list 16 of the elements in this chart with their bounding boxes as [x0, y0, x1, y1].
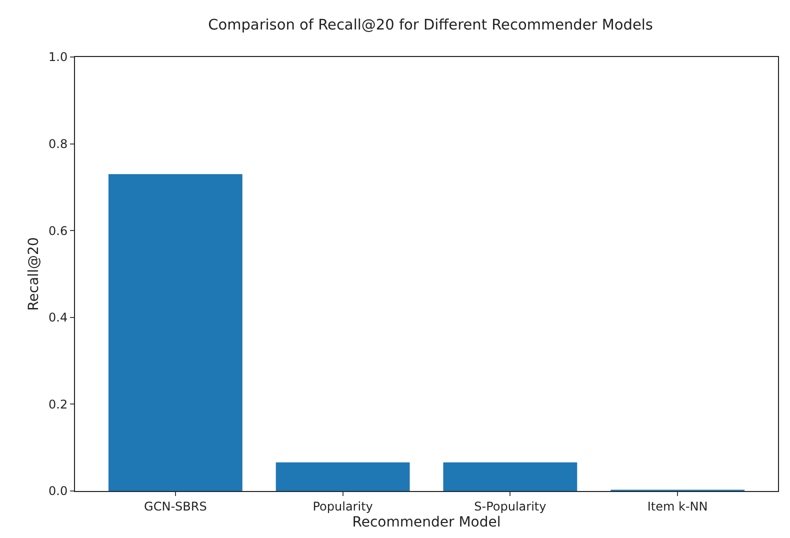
x-tick-label: S-Popularity — [474, 499, 546, 514]
y-tick-label: 1.0 — [48, 50, 68, 64]
y-axis-title: Recall@20 — [26, 237, 42, 311]
y-tick-label: 0.2 — [48, 397, 68, 412]
y-tick-label: 0.8 — [48, 137, 68, 151]
x-tick-label: GCN-SBRS — [144, 499, 207, 514]
chart-title: Comparison of Recall@20 for Different Recommender Models — [208, 17, 653, 34]
x-axis-title: Recommender Model — [352, 514, 501, 531]
x-tick-label: Popularity — [312, 499, 373, 514]
bar — [276, 462, 410, 491]
x-tick-label: Item k-NN — [647, 499, 708, 514]
bar — [108, 174, 242, 491]
y-tick-label: 0.4 — [48, 310, 68, 325]
bar — [443, 462, 578, 491]
y-tick-label: 0.0 — [48, 484, 68, 498]
y-tick-label: 0.6 — [48, 224, 68, 238]
